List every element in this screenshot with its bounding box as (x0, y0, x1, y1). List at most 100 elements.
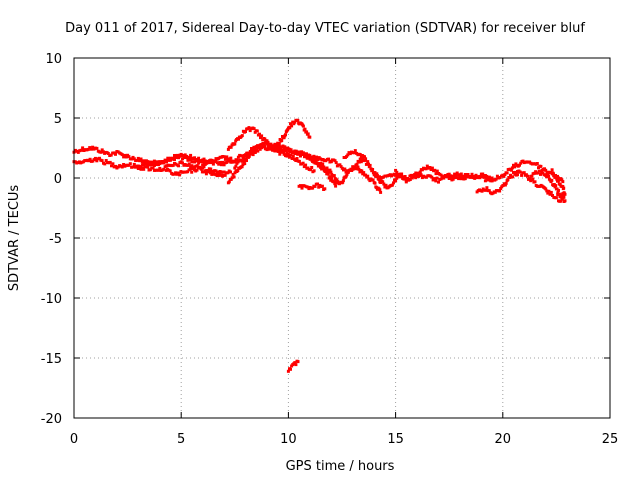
data-point (130, 157, 134, 161)
y-tick-label: -20 (41, 412, 62, 427)
data-point (557, 188, 560, 192)
data-point (247, 126, 251, 130)
data-point (420, 168, 424, 172)
data-point (175, 153, 179, 157)
data-point (316, 182, 319, 186)
data-point (394, 168, 398, 172)
data-point (325, 166, 329, 170)
data-point (549, 190, 553, 194)
data-point (132, 157, 136, 161)
data-point (297, 150, 301, 154)
data-point (505, 171, 509, 175)
data-point (326, 172, 330, 176)
data-point (560, 197, 564, 201)
data-point (131, 165, 135, 169)
data-point (151, 160, 155, 164)
data-point (223, 157, 227, 161)
data-point (229, 156, 233, 160)
data-point (274, 147, 278, 151)
data-point (233, 159, 237, 163)
data-point (221, 160, 225, 164)
data-point (490, 176, 494, 180)
data-track (529, 169, 567, 203)
data-point (176, 171, 180, 175)
data-point (375, 172, 379, 176)
data-point (240, 159, 244, 163)
data-point (136, 156, 140, 160)
data-point (93, 156, 97, 160)
data-point (110, 164, 113, 168)
data-point (556, 179, 560, 183)
data-point (173, 154, 176, 157)
data-point (177, 164, 180, 168)
data-point (229, 177, 233, 181)
data-point (408, 178, 412, 181)
data-point (308, 135, 312, 139)
data-point (203, 169, 207, 173)
data-point (288, 155, 292, 159)
data-point (289, 122, 292, 126)
data-point (236, 169, 240, 172)
data-point (459, 177, 463, 181)
data-point (277, 142, 281, 146)
data-point (352, 151, 356, 155)
data-point (86, 147, 90, 151)
data-point (329, 178, 333, 182)
data-point (223, 173, 227, 177)
data-point (363, 158, 367, 162)
data-point (209, 167, 213, 171)
data-point (552, 172, 555, 176)
data-track (342, 149, 368, 161)
data-point (419, 173, 423, 177)
data-point (312, 154, 316, 158)
data-point (205, 161, 209, 165)
data-point (550, 178, 554, 182)
data-point (369, 167, 373, 171)
data-point (214, 169, 218, 173)
data-point (242, 157, 246, 161)
data-point (551, 194, 554, 197)
data-point (320, 184, 324, 188)
data-point (539, 172, 542, 176)
data-point (522, 171, 526, 175)
data-point (353, 149, 357, 153)
data-point (277, 145, 281, 149)
data-point (317, 185, 321, 189)
y-tick-label: -15 (41, 352, 62, 367)
data-point (371, 168, 375, 171)
data-point (493, 190, 497, 194)
data-point (89, 147, 93, 151)
data-point (355, 167, 359, 171)
x-tick-label: 25 (602, 432, 619, 447)
data-point (518, 170, 522, 174)
data-point (562, 186, 566, 190)
x-tick-label: 0 (70, 432, 78, 447)
data-point (286, 369, 290, 373)
data-point (244, 130, 247, 134)
data-point (234, 164, 238, 168)
data-point (230, 176, 234, 180)
data-point (111, 162, 115, 166)
tick-layer: 0 5 10 15 20 25 10 5 0 -5 -10 -15 -20 (41, 52, 619, 447)
data-point (395, 170, 399, 174)
data-point (366, 160, 370, 164)
data-point (265, 139, 269, 143)
data-point (357, 167, 361, 171)
data-point (560, 178, 564, 182)
data-point (162, 167, 166, 171)
data-point (132, 162, 136, 166)
y-tick-label: 5 (54, 112, 62, 127)
data-point (463, 177, 467, 181)
data-point (100, 159, 104, 163)
data-point (547, 189, 551, 193)
data-point (512, 163, 515, 167)
data-point (340, 166, 344, 170)
data-point (308, 153, 312, 157)
data-point (361, 157, 365, 161)
data-point (233, 142, 237, 146)
data-point (536, 171, 540, 175)
data-point (282, 136, 286, 140)
data-point (189, 153, 193, 157)
data-point (204, 172, 208, 176)
data-point (346, 170, 350, 174)
